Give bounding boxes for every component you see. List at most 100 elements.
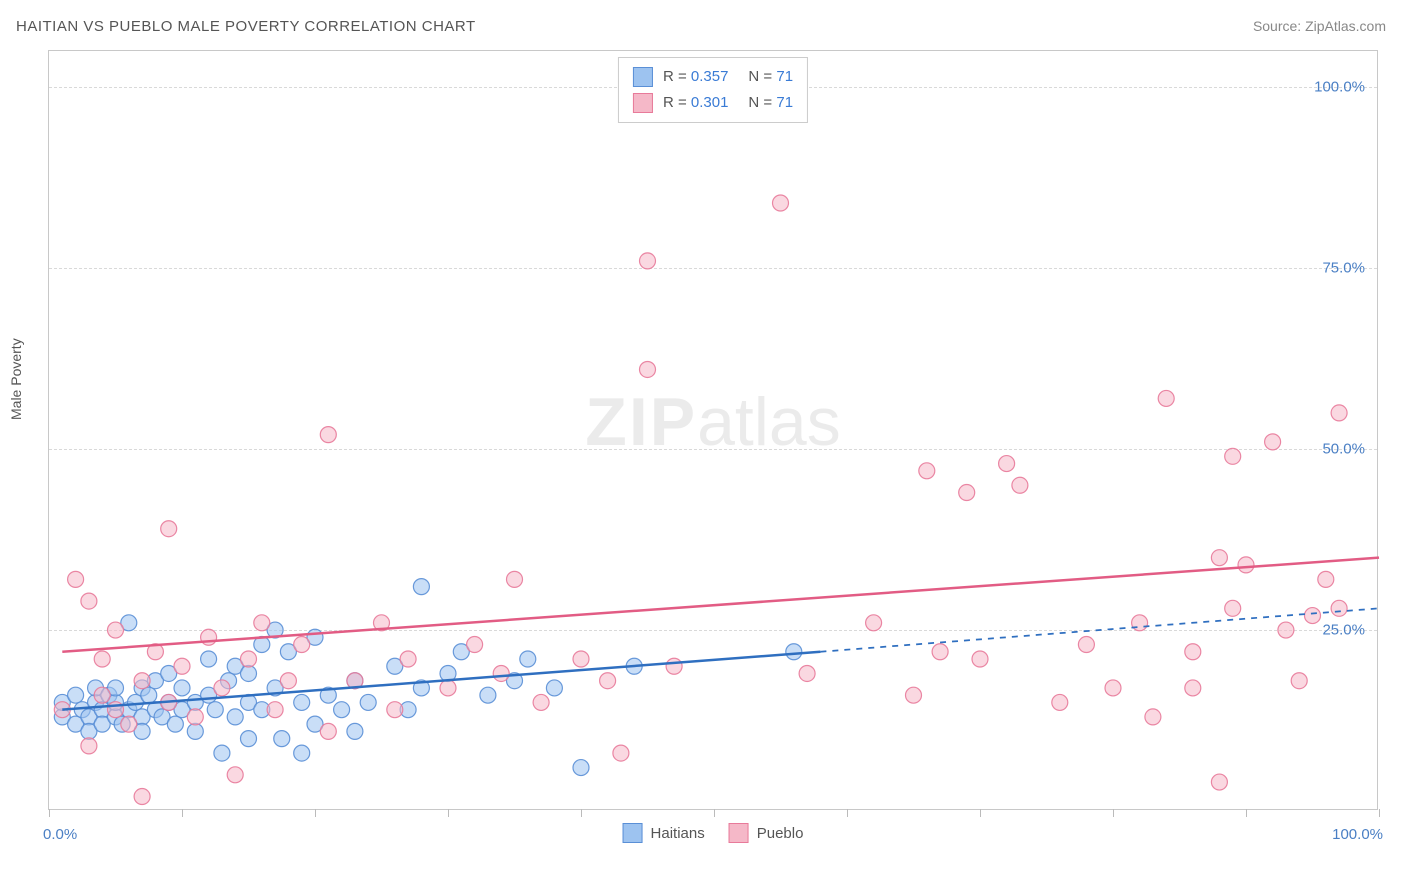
scatter-point xyxy=(1225,600,1241,616)
scatter-point xyxy=(919,463,935,479)
x-axis-max-label: 100.0% xyxy=(1332,826,1383,843)
scatter-point xyxy=(1278,622,1294,638)
scatter-point xyxy=(280,673,296,689)
scatter-point xyxy=(1238,557,1254,573)
legend-row: R = 0.357 N = 71 xyxy=(633,64,793,90)
scatter-point xyxy=(241,651,257,667)
legend-n-label: N = 71 xyxy=(748,90,793,116)
scatter-point xyxy=(1158,390,1174,406)
scatter-point xyxy=(640,361,656,377)
x-tick xyxy=(1246,809,1247,817)
x-axis-min-label: 0.0% xyxy=(43,826,77,843)
scatter-point xyxy=(400,651,416,667)
scatter-point xyxy=(866,615,882,631)
scatter-point xyxy=(573,651,589,667)
trend-line-dashed xyxy=(820,608,1379,651)
scatter-point xyxy=(241,665,257,681)
scatter-point xyxy=(227,709,243,725)
x-tick xyxy=(1113,809,1114,817)
legend-n-label: N = 71 xyxy=(748,64,793,90)
scatter-point xyxy=(187,723,203,739)
scatter-point xyxy=(161,521,177,537)
scatter-point xyxy=(1012,477,1028,493)
source-attribution: Source: ZipAtlas.com xyxy=(1253,18,1386,34)
legend-swatch xyxy=(633,67,653,87)
legend-swatch xyxy=(729,823,749,843)
scatter-point xyxy=(666,658,682,674)
scatter-point xyxy=(68,571,84,587)
scatter-point xyxy=(773,195,789,211)
legend-series-name: Pueblo xyxy=(757,825,804,842)
scatter-point xyxy=(320,427,336,443)
scatter-point xyxy=(214,745,230,761)
scatter-point xyxy=(440,680,456,696)
x-tick xyxy=(49,809,50,817)
legend-item: Pueblo xyxy=(729,823,804,843)
scatter-point xyxy=(600,673,616,689)
scatter-point xyxy=(999,456,1015,472)
correlation-legend: R = 0.357 N = 71 R = 0.301 N = 71 xyxy=(618,57,808,123)
y-axis-label: Male Poverty xyxy=(8,338,24,420)
scatter-point xyxy=(201,651,217,667)
scatter-point xyxy=(174,658,190,674)
scatter-point xyxy=(108,622,124,638)
scatter-point xyxy=(1291,673,1307,689)
scatter-point xyxy=(1052,694,1068,710)
scatter-point xyxy=(507,571,523,587)
scatter-point xyxy=(94,651,110,667)
scatter-point xyxy=(520,651,536,667)
scatter-point xyxy=(413,579,429,595)
scatter-point xyxy=(141,687,157,703)
legend-r-label: R = 0.301 xyxy=(663,90,728,116)
x-tick xyxy=(448,809,449,817)
legend-row: R = 0.301 N = 71 xyxy=(633,90,793,116)
scatter-point xyxy=(81,738,97,754)
legend-series-name: Haitians xyxy=(651,825,705,842)
scatter-point xyxy=(187,709,203,725)
scatter-point xyxy=(274,731,290,747)
scatter-point xyxy=(387,702,403,718)
scatter-point xyxy=(480,687,496,703)
scatter-point xyxy=(167,716,183,732)
scatter-point xyxy=(254,615,270,631)
scatter-point xyxy=(134,789,150,805)
scatter-point xyxy=(294,745,310,761)
scatter-point xyxy=(174,680,190,696)
x-tick xyxy=(182,809,183,817)
scatter-point xyxy=(68,687,84,703)
scatter-point xyxy=(1105,680,1121,696)
scatter-point xyxy=(799,665,815,681)
scatter-point xyxy=(267,702,283,718)
scatter-point xyxy=(546,680,562,696)
x-tick xyxy=(847,809,848,817)
scatter-point xyxy=(959,485,975,501)
scatter-point xyxy=(1185,680,1201,696)
scatter-point xyxy=(467,637,483,653)
legend-swatch xyxy=(633,93,653,113)
series-legend: Haitians Pueblo xyxy=(623,823,804,843)
scatter-point xyxy=(613,745,629,761)
x-tick xyxy=(714,809,715,817)
trend-line xyxy=(62,558,1379,652)
plot-frame: ZIPatlas 25.0%50.0%75.0%100.0% R = 0.357… xyxy=(48,50,1378,810)
x-tick xyxy=(315,809,316,817)
scatter-point xyxy=(1318,571,1334,587)
scatter-point xyxy=(1078,637,1094,653)
scatter-point xyxy=(972,651,988,667)
scatter-point xyxy=(1132,615,1148,631)
scatter-point xyxy=(134,673,150,689)
scatter-point xyxy=(320,723,336,739)
x-tick xyxy=(980,809,981,817)
scatter-point xyxy=(94,687,110,703)
scatter-point xyxy=(932,644,948,660)
legend-item: Haitians xyxy=(623,823,705,843)
scatter-point xyxy=(493,665,509,681)
scatter-point xyxy=(1331,405,1347,421)
x-tick xyxy=(1379,809,1380,817)
scatter-point xyxy=(121,716,137,732)
chart-title: HAITIAN VS PUEBLO MALE POVERTY CORRELATI… xyxy=(16,18,476,35)
legend-r-label: R = 0.357 xyxy=(663,64,728,90)
scatter-point xyxy=(533,694,549,710)
scatter-point xyxy=(81,593,97,609)
scatter-point xyxy=(906,687,922,703)
